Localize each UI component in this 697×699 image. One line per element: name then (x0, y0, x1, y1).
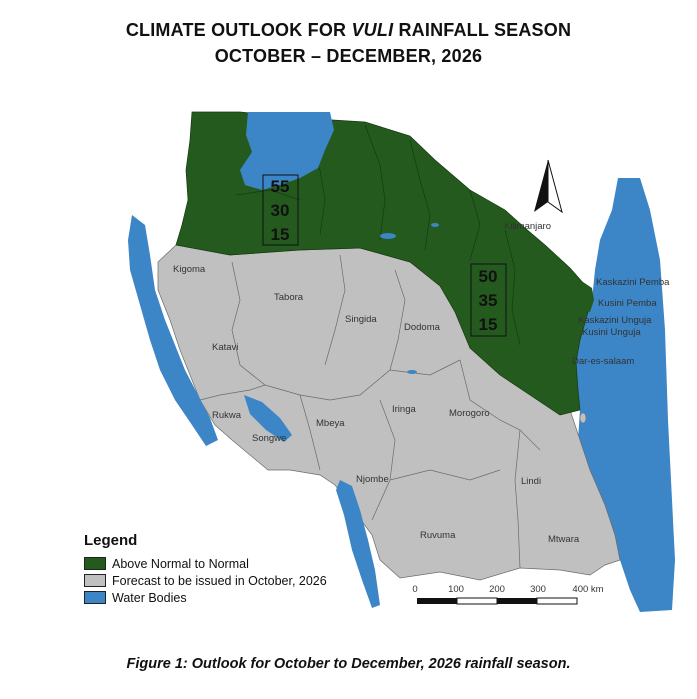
region-borders-south (199, 254, 541, 569)
legend-item-forecast-later: Forecast to be issued in October, 2026 (84, 572, 327, 589)
map-title-line2: OCTOBER – DECEMBER, 2026 (214, 46, 483, 66)
prob-below: 15 (271, 225, 290, 244)
figure-caption: Figure 1: Outlook for October to Decembe… (126, 656, 571, 672)
legend-item-water: Water Bodies (84, 589, 327, 606)
above-normal-area (175, 111, 589, 416)
prob-below: 15 (479, 315, 498, 334)
label-kaskazini-pemba: Kaskazini Pemba (596, 277, 670, 288)
lake-rukwa (244, 395, 292, 442)
legend-label: Water Bodies (112, 590, 187, 605)
label-singida: Singida (345, 314, 377, 325)
mafia-island (579, 412, 587, 424)
probability-box-northeast: 50 35 15 (470, 263, 507, 337)
probability-box-lake-victoria: 55 30 15 (262, 174, 299, 246)
north-arrow-icon (534, 159, 563, 214)
legend-swatch-green (84, 557, 106, 570)
mtera-dam (407, 370, 417, 374)
label-lindi: Lindi (521, 476, 541, 487)
label-kusini-unguja: Kusini Unguja (582, 327, 641, 338)
lake-nyasa (336, 480, 380, 608)
label-rukwa: Rukwa (212, 410, 242, 421)
legend-swatch-blue (84, 591, 106, 604)
legend-label: Above Normal to Normal (112, 556, 249, 571)
scale-tick-100: 100 (448, 584, 464, 595)
scale-tick-300: 300 (530, 584, 546, 595)
prob-above: 55 (271, 177, 290, 196)
label-songwe: Songwe (252, 433, 286, 444)
scale-bar: 0 100 200 300 400 km (412, 584, 604, 605)
label-iringa: Iringa (392, 404, 416, 415)
label-morogoro: Morogoro (449, 408, 490, 419)
scale-tick-0: 0 (412, 584, 417, 595)
pemba-island (580, 282, 594, 312)
label-kaskazini-unguja: Kaskazini Unguja (578, 315, 652, 326)
prob-normal: 35 (479, 291, 498, 310)
legend-swatch-gray (84, 574, 106, 587)
label-mbeya: Mbeya (316, 418, 345, 429)
lake-manyara (380, 233, 396, 239)
unguja-island (566, 318, 580, 346)
legend-heading: Legend (84, 532, 138, 549)
lake-victoria (240, 112, 334, 190)
label-katavi: Katavi (212, 342, 238, 353)
scale-tick-200: 200 (489, 584, 505, 595)
label-kigoma: Kigoma (173, 264, 206, 275)
label-njombe: Njombe (356, 474, 389, 485)
label-kilimanjaro: Kilimanjaro (504, 221, 551, 232)
nyumba-ya-mungu (431, 223, 439, 227)
legend-item-above-normal: Above Normal to Normal (84, 555, 327, 572)
label-dar-es-salaam: Dar-es-salaam (572, 356, 634, 367)
lake-tanganyika (128, 215, 218, 446)
label-dodoma: Dodoma (404, 322, 441, 333)
map-title-line1: CLIMATE OUTLOOK FOR VULI RAINFALL SEASON (125, 20, 572, 40)
prob-above: 50 (479, 267, 498, 286)
legend-label: Forecast to be issued in October, 2026 (112, 573, 327, 588)
label-tabora: Tabora (274, 292, 304, 303)
label-kusini-pemba: Kusini Pemba (598, 298, 657, 309)
scale-tick-400: 400 km (572, 584, 603, 595)
label-mtwara: Mtwara (548, 534, 580, 545)
prob-normal: 30 (271, 201, 290, 220)
label-ruvuma: Ruvuma (420, 530, 456, 541)
legend: Legend Above Normal to Normal Forecast t… (84, 532, 327, 606)
indian-ocean (568, 178, 675, 612)
